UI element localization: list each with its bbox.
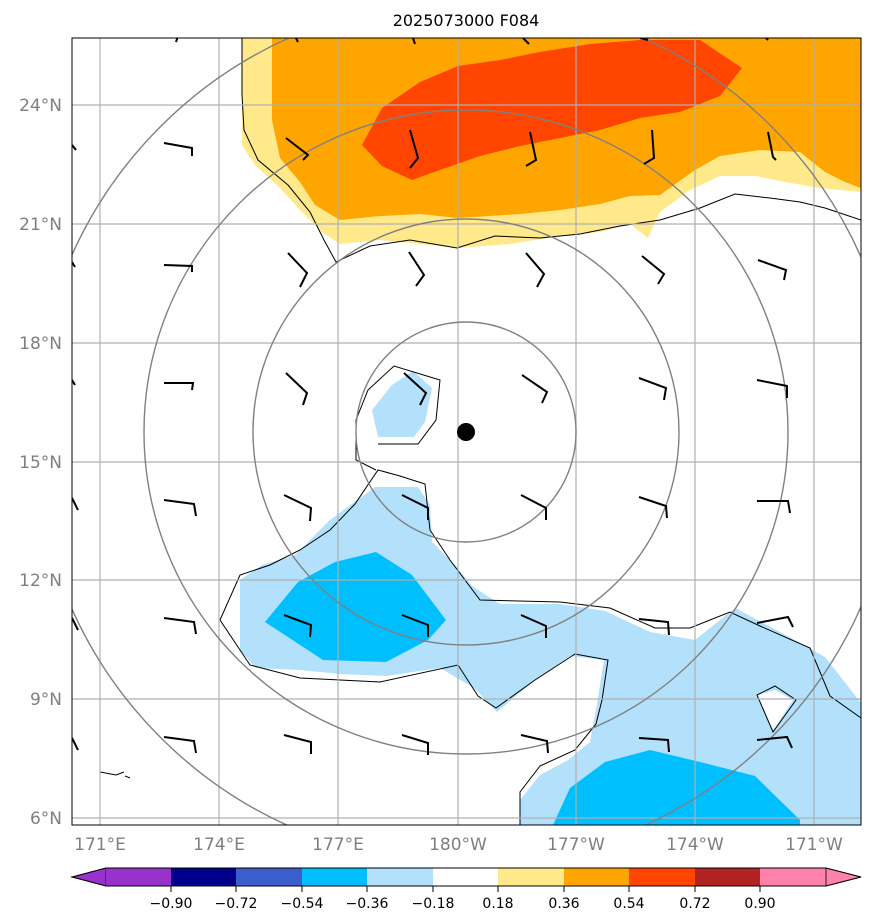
colorbar-label: −0.54 [281, 896, 324, 912]
colorbar-label: −0.18 [412, 896, 455, 912]
longitude-labels: 171°E 174°E 177°E 180°W 177°W 174°W 171°… [74, 835, 843, 855]
map-frame [71, 37, 862, 826]
lat-label: 24°N [19, 96, 62, 116]
colorbar-segment [171, 868, 236, 886]
lon-label: 177°W [547, 835, 605, 855]
range-rings [72, 38, 861, 825]
lat-label: 18°N [19, 334, 62, 354]
colorbar-segment [760, 868, 826, 886]
lon-label: 171°W [785, 835, 843, 855]
lat-label: 6°N [30, 809, 62, 829]
colorbar-label: 0.54 [613, 896, 644, 912]
lat-label: 9°N [30, 690, 62, 710]
wind-barbs [72, 38, 794, 755]
anomaly-fill-red-orange [362, 40, 742, 180]
colorbar-segment [106, 868, 171, 886]
colorbar-label: −0.36 [346, 896, 389, 912]
colorbar-segment [695, 868, 760, 886]
lon-label: 174°W [666, 835, 724, 855]
storm-center-marker [457, 423, 475, 441]
colorbar-segment [564, 868, 629, 886]
colorbar-arrow-high [825, 867, 862, 887]
colorbar-segment [302, 868, 367, 886]
lon-label: 171°E [74, 835, 126, 855]
lat-label: 15°N [19, 453, 62, 473]
colorbar-label: −0.72 [215, 896, 258, 912]
lon-label: 174°E [193, 835, 245, 855]
lon-label: 180°W [429, 835, 487, 855]
colorbar-label: 0.72 [679, 896, 710, 912]
anomaly-contours [99, 38, 861, 825]
lat-label: 12°N [19, 571, 62, 591]
map-title: 2025073000 F084 [393, 11, 540, 30]
colorbar-arrow-low [70, 867, 107, 887]
anomaly-fill-light-blue-core [372, 371, 432, 437]
colorbar-label: 0.90 [744, 896, 775, 912]
lon-label: 177°E [312, 835, 364, 855]
colorbar-segment [629, 868, 695, 886]
colorbar-label: −0.90 [150, 896, 193, 912]
colorbar-label: 0.18 [482, 896, 513, 912]
colorbar-label: 0.36 [548, 896, 579, 912]
latitude-labels: 6°N 9°N 12°N 15°N 18°N 21°N 24°N [19, 96, 62, 829]
anomaly-fill-blue-southeast [553, 750, 800, 825]
colorbar-segment [236, 868, 302, 886]
anomaly-fill-white-hole [757, 690, 793, 730]
colorbar-segment [498, 868, 564, 886]
colorbar: −0.90 −0.72 −0.54 −0.36 −0.18 0.18 0.36 … [70, 867, 862, 912]
map-plot-area [72, 38, 861, 825]
map-gridlines [72, 38, 861, 825]
colorbar-segment [367, 868, 433, 886]
colorbar-segment [433, 868, 498, 886]
colorbar-outline [70, 867, 862, 887]
lat-label: 21°N [19, 215, 62, 235]
